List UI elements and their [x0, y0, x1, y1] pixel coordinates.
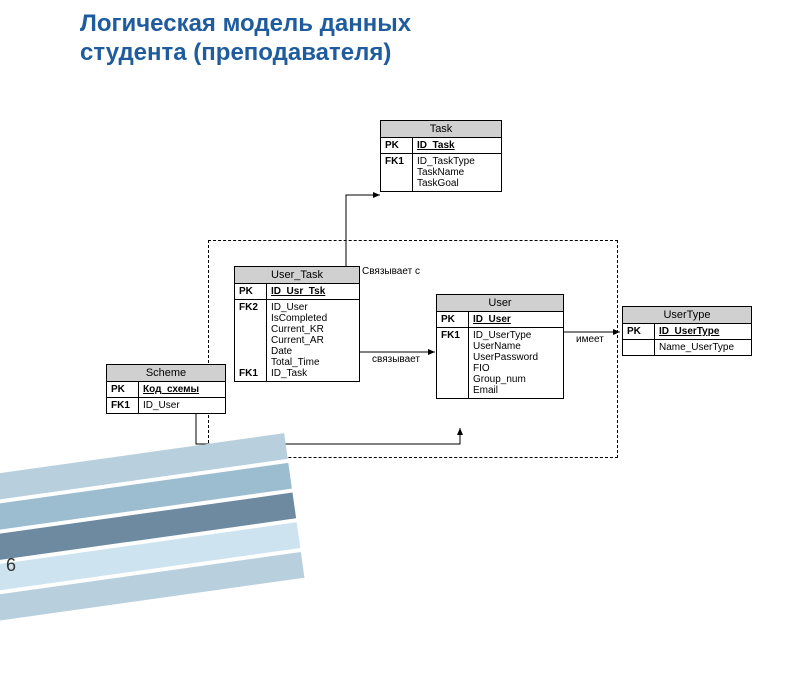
rel-svyazyvaet: связывает	[372, 354, 420, 365]
user-task-pk-key: PK	[235, 284, 267, 299]
corner-decoration	[0, 433, 312, 687]
usertype-pk-attr: ID_UserType	[655, 324, 751, 339]
user-fk-key: FK1	[437, 328, 469, 398]
user-task-fk2-key: FK2 FK1	[235, 300, 267, 381]
task-pk-attr: ID_Task	[413, 138, 501, 153]
task-fk-key: FK1	[381, 154, 413, 191]
user-fk-attrs: ID_UserType UserName UserPassword FIO Gr…	[469, 328, 563, 398]
task-fk-attrs: ID_TaskType TaskName TaskGoal	[413, 154, 501, 191]
entity-task-header: Task	[381, 121, 501, 138]
entity-task: Task PK ID_Task FK1 ID_TaskType TaskName…	[380, 120, 502, 192]
scheme-fk-attr: ID_User	[139, 398, 225, 413]
rel-svyazyvaet-s: Связывает с	[362, 266, 420, 277]
user-header: User	[437, 295, 563, 312]
task-pk-key: PK	[381, 138, 413, 153]
usertype-attr: Name_UserType	[655, 340, 751, 355]
entity-user: User PK ID_User FK1 ID_UserType UserName…	[436, 294, 564, 399]
title-line2: студента (преподавателя)	[80, 39, 391, 66]
entity-scheme: Scheme PK Код_схемы FK1 ID_User	[106, 364, 226, 414]
page-number: 6	[6, 555, 16, 576]
title-line1: Логическая модель данных	[80, 10, 411, 37]
entity-usertype: UserType PK ID_UserType Name_UserType	[622, 306, 752, 356]
user-pk-key: PK	[437, 312, 469, 327]
scheme-pk-key: PK	[107, 382, 139, 397]
user-task-fk2-attrs: ID_User IsCompleted Current_KR Current_A…	[267, 300, 359, 381]
scheme-fk-key: FK1	[107, 398, 139, 413]
user-pk-attr: ID_User	[469, 312, 563, 327]
usertype-header: UserType	[623, 307, 751, 324]
entity-user-task: User_Task PK ID_Usr_Tsk FK2 FK1 ID_User …	[234, 266, 360, 382]
scheme-pk-attr: Код_схемы	[139, 382, 225, 397]
user-task-pk-attr: ID_Usr_Tsk	[267, 284, 359, 299]
scheme-header: Scheme	[107, 365, 225, 382]
page-title: Логическая модель данных студента (препо…	[80, 10, 411, 68]
rel-imeet: имеет	[576, 334, 604, 345]
user-task-header: User_Task	[235, 267, 359, 284]
usertype-pk-key: PK	[623, 324, 655, 339]
usertype-empty-key	[623, 340, 655, 355]
